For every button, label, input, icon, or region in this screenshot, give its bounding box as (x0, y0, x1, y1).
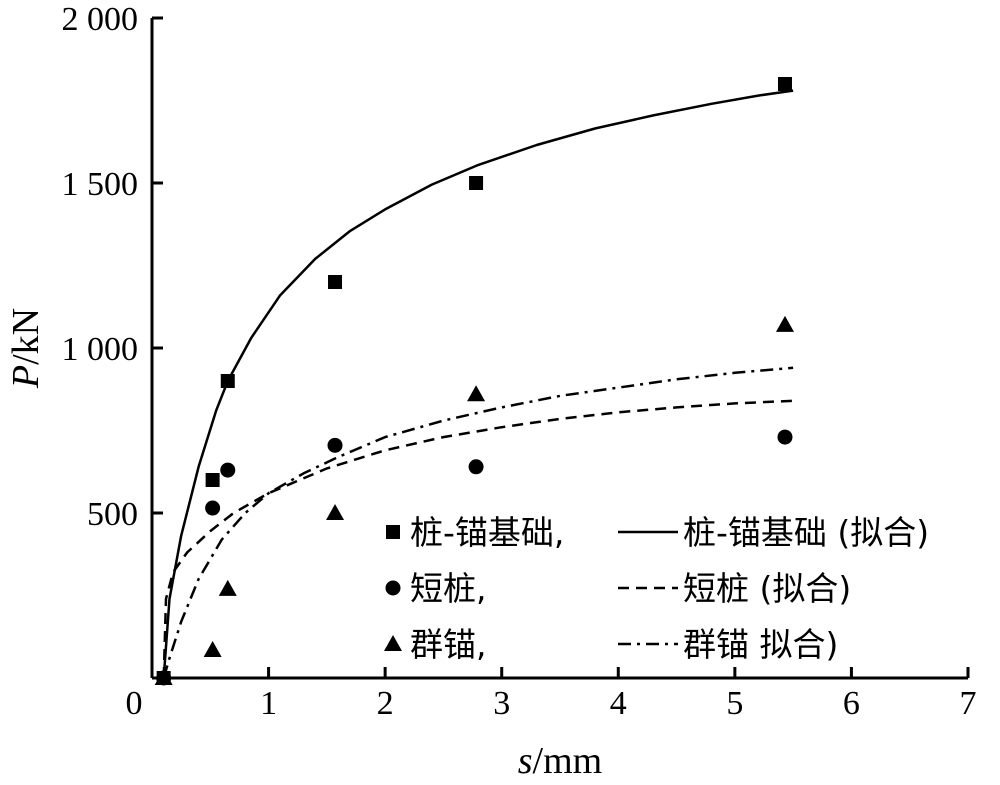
legend-marker (384, 635, 402, 651)
square-point (220, 374, 235, 388)
legend-series-label: 群锚, (410, 625, 487, 664)
x-tick-label: 5 (726, 685, 743, 722)
x-tick-label: 2 (377, 685, 394, 722)
fit-line (162, 366, 794, 679)
y-tick-label: 500 (87, 496, 138, 533)
y-axis-label: P/kN (5, 308, 47, 389)
square-point (205, 473, 220, 487)
triangle-point (203, 640, 222, 657)
y-tick-label: 2 000 (62, 1, 139, 38)
legend-series-label: 短桩, (410, 569, 487, 608)
circle-point (777, 429, 793, 445)
legend-series-label: 桩-锚基础, (410, 513, 564, 552)
triangle-point (775, 315, 794, 332)
axis-labels: P/kN s/mm (5, 308, 602, 782)
square-point (469, 176, 484, 190)
legend-fit-label: 短桩 (拟合) (683, 569, 851, 608)
circle-point (205, 500, 221, 516)
y-tick-label: 1 500 (62, 166, 139, 203)
square-point (328, 275, 343, 289)
x-tick-label: 1 (260, 685, 277, 722)
circle-point (220, 462, 236, 478)
legend-fit-label: 桩-锚基础 (拟合) (683, 513, 929, 552)
x-tick-label: 4 (610, 685, 627, 722)
triangle-point (218, 579, 237, 596)
y-tick-label: 1 000 (62, 331, 139, 368)
triangle-point (467, 385, 486, 402)
legend-marker (385, 580, 401, 596)
circle-point (327, 437, 343, 453)
x-tick-label: 7 (960, 685, 977, 722)
x-tick-label: 3 (493, 685, 510, 722)
triangle-point (326, 504, 345, 520)
fit-curves (162, 89, 794, 679)
fit-line (162, 399, 794, 679)
legend: 桩-锚基础, 短桩, 群锚, 桩-锚基础 (拟合) 短桩 (拟合) 群锚 拟合) (384, 513, 929, 664)
circle-point (468, 459, 484, 475)
x-tick-label: 0 (126, 685, 143, 722)
x-axis-label: s/mm (518, 740, 602, 782)
x-tick-label: 6 (843, 685, 860, 722)
legend-marker (386, 525, 400, 539)
data-markers (154, 77, 794, 686)
legend-fit-label: 群锚 拟合) (683, 625, 838, 664)
triangle-point (154, 669, 173, 685)
axes: 0 1 2 3 4 5 6 7 500 1 000 1 500 2 000 (62, 1, 977, 722)
fit-line (162, 89, 794, 679)
square-point (777, 77, 792, 91)
